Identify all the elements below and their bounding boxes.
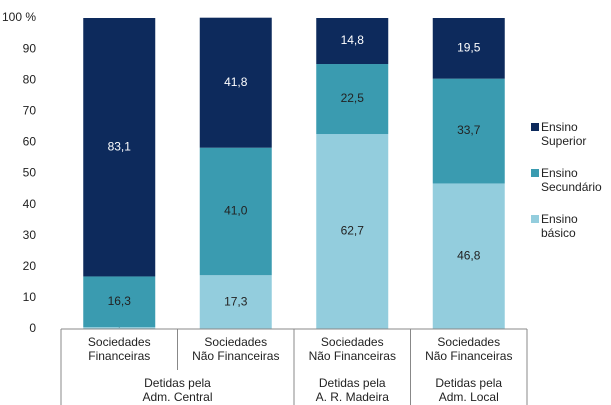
- x-tick-label: Sociedades Não Financeiras: [425, 335, 513, 363]
- legend-label: Ensino Superior: [541, 120, 587, 148]
- value-label: 19,5: [457, 40, 481, 54]
- y-tick-label: 100 %: [2, 10, 36, 24]
- bar-segment: [432, 183, 505, 329]
- y-tick-label: 90: [23, 41, 37, 55]
- value-label: 41,8: [224, 75, 248, 89]
- y-tick-label: 40: [23, 197, 37, 211]
- value-label: 33,7: [457, 123, 481, 137]
- x-tick-label: Sociedades Financeiras: [87, 335, 151, 363]
- value-label: 14,8: [341, 33, 365, 47]
- bar-segment: [83, 276, 156, 328]
- value-label: 16,3: [108, 294, 132, 308]
- value-label: 41,0: [224, 204, 248, 218]
- y-tick-label: 80: [23, 72, 37, 86]
- legend-swatch: [531, 169, 539, 177]
- bar-segment: [316, 134, 389, 329]
- group-label: Detidas pela Adm. Central: [142, 376, 213, 404]
- legend-label: Ensino básico: [541, 212, 578, 240]
- y-tick-label: 60: [23, 135, 37, 149]
- bar-segment: [432, 18, 505, 79]
- value-label: 46,8: [457, 248, 481, 262]
- x-tick-label: Sociedades Não Financeiras: [192, 335, 280, 363]
- bar-segment: [199, 147, 272, 276]
- bar-segment: [316, 18, 389, 65]
- bar-segment: [83, 18, 156, 277]
- group-label: Detidas pela A. R. Madeira: [315, 376, 389, 404]
- legend-swatch: [531, 215, 539, 223]
- bar-segment: [83, 327, 156, 329]
- value-label: 22,5: [341, 91, 365, 105]
- bar-segment: [316, 64, 389, 135]
- y-tick-label: 20: [23, 259, 37, 273]
- value-label: 17,3: [224, 294, 248, 308]
- y-tick-label: 50: [23, 166, 37, 180]
- legend-label: Ensino Secundário: [541, 166, 602, 194]
- bar-segment: [199, 17, 272, 148]
- y-tick-label: 0: [29, 321, 36, 335]
- bar-segment: [199, 275, 272, 329]
- legend-swatch: [531, 123, 539, 131]
- y-tick-label: 30: [23, 228, 37, 242]
- group-label: Detidas pela Adm. Local: [435, 376, 503, 404]
- value-label: 83,1: [108, 139, 132, 153]
- value-label: 62,7: [341, 224, 365, 238]
- y-tick-label: 70: [23, 103, 37, 117]
- x-tick-label: Sociedades Não Financeiras: [308, 335, 396, 363]
- y-tick-label: 10: [23, 290, 37, 304]
- bar-segment: [432, 78, 505, 184]
